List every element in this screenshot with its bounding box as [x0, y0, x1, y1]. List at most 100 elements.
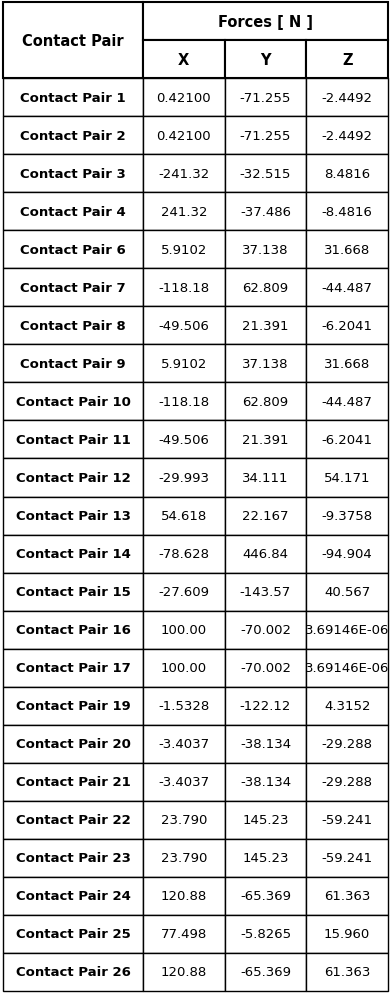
Bar	[143, 269, 225, 307]
Bar	[225, 231, 306, 269]
Text: Contact Pair 9: Contact Pair 9	[20, 358, 126, 371]
Text: -78.628: -78.628	[158, 548, 209, 561]
Text: -3.4037: -3.4037	[158, 738, 210, 750]
Text: Contact Pair 2: Contact Pair 2	[20, 129, 126, 142]
Text: 62.809: 62.809	[242, 396, 289, 409]
Text: -6.2041: -6.2041	[322, 433, 373, 446]
Bar	[143, 231, 225, 269]
Bar	[225, 877, 306, 915]
Bar	[143, 383, 225, 421]
Text: 37.138: 37.138	[242, 244, 289, 256]
Bar	[225, 421, 306, 459]
Bar	[143, 193, 225, 231]
Text: Contact Pair 26: Contact Pair 26	[16, 965, 131, 978]
Text: Contact Pair 11: Contact Pair 11	[16, 433, 130, 446]
Bar	[143, 915, 225, 953]
Bar	[306, 193, 388, 231]
Text: -94.904: -94.904	[322, 548, 373, 561]
Text: 23.790: 23.790	[161, 852, 207, 865]
Bar	[143, 953, 225, 991]
Bar	[3, 497, 143, 535]
Text: 22.167: 22.167	[242, 510, 289, 523]
Bar	[143, 725, 225, 763]
Text: -37.486: -37.486	[240, 206, 291, 219]
Text: 446.84: 446.84	[242, 548, 289, 561]
Text: -2.4492: -2.4492	[322, 91, 373, 104]
Bar	[3, 649, 143, 687]
Text: -49.506: -49.506	[158, 433, 209, 446]
Bar	[143, 649, 225, 687]
Text: Contact Pair: Contact Pair	[22, 34, 124, 49]
Bar	[306, 953, 388, 991]
Bar	[143, 497, 225, 535]
Text: 23.790: 23.790	[161, 813, 207, 826]
Text: -65.369: -65.369	[240, 890, 291, 903]
Text: 100.00: 100.00	[161, 623, 207, 636]
Text: 37.138: 37.138	[242, 358, 289, 371]
Text: -44.487: -44.487	[322, 281, 373, 294]
Text: 120.88: 120.88	[161, 965, 207, 978]
Bar	[3, 953, 143, 991]
Bar	[143, 155, 225, 193]
Bar	[3, 231, 143, 269]
Text: -3.4037: -3.4037	[158, 775, 210, 788]
Text: -122.12: -122.12	[240, 700, 291, 713]
Text: -49.506: -49.506	[158, 319, 209, 332]
Text: Contact Pair 12: Contact Pair 12	[16, 471, 130, 484]
Bar	[225, 763, 306, 801]
Bar	[3, 611, 143, 649]
Text: 54.618: 54.618	[161, 510, 207, 523]
Text: -70.002: -70.002	[240, 662, 291, 675]
Text: Contact Pair 1: Contact Pair 1	[20, 91, 126, 104]
Bar	[306, 459, 388, 497]
Text: X: X	[178, 53, 190, 68]
Bar	[225, 117, 306, 155]
Bar	[3, 345, 143, 383]
Bar	[143, 41, 225, 79]
Bar	[225, 611, 306, 649]
Bar	[3, 573, 143, 611]
Text: -29.288: -29.288	[322, 738, 373, 750]
Text: 145.23: 145.23	[242, 813, 289, 826]
Bar	[306, 307, 388, 345]
Text: Contact Pair 17: Contact Pair 17	[16, 662, 130, 675]
Text: -65.369: -65.369	[240, 965, 291, 978]
Bar	[306, 611, 388, 649]
Text: 3.69146E-06: 3.69146E-06	[305, 623, 389, 636]
Text: Contact Pair 22: Contact Pair 22	[16, 813, 130, 826]
Text: Contact Pair 8: Contact Pair 8	[20, 319, 126, 332]
Text: 62.809: 62.809	[242, 281, 289, 294]
Text: Contact Pair 13: Contact Pair 13	[16, 510, 131, 523]
Text: -59.241: -59.241	[322, 852, 373, 865]
Text: Contact Pair 16: Contact Pair 16	[16, 623, 131, 636]
Text: -59.241: -59.241	[322, 813, 373, 826]
Bar	[3, 763, 143, 801]
Text: Contact Pair 10: Contact Pair 10	[16, 396, 131, 409]
Text: 31.668: 31.668	[324, 244, 370, 256]
Bar	[225, 725, 306, 763]
Bar	[306, 421, 388, 459]
Text: Contact Pair 4: Contact Pair 4	[20, 206, 126, 219]
Text: -29.288: -29.288	[322, 775, 373, 788]
Bar	[143, 459, 225, 497]
Bar	[225, 535, 306, 573]
Text: Contact Pair 25: Contact Pair 25	[16, 927, 130, 940]
Text: Contact Pair 20: Contact Pair 20	[16, 738, 131, 750]
Bar	[225, 269, 306, 307]
Bar	[225, 459, 306, 497]
Bar	[306, 801, 388, 839]
Text: 61.363: 61.363	[324, 965, 370, 978]
Bar	[3, 877, 143, 915]
Bar	[3, 269, 143, 307]
Bar	[3, 117, 143, 155]
Bar	[225, 801, 306, 839]
Text: -1.5328: -1.5328	[158, 700, 210, 713]
Bar	[3, 535, 143, 573]
Bar	[225, 345, 306, 383]
Bar	[143, 611, 225, 649]
Bar	[225, 839, 306, 877]
Bar	[225, 193, 306, 231]
Bar	[143, 117, 225, 155]
Text: -29.993: -29.993	[158, 471, 209, 484]
Bar	[306, 687, 388, 725]
